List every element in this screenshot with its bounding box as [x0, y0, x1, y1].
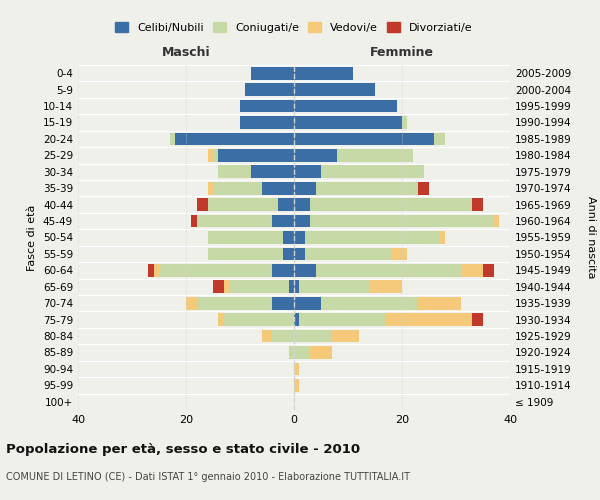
Bar — [472, 198, 483, 211]
Bar — [272, 214, 294, 228]
Bar — [472, 313, 483, 326]
Bar — [278, 198, 294, 211]
Bar — [213, 182, 262, 194]
Bar — [310, 198, 472, 211]
Bar — [316, 182, 418, 194]
Bar — [370, 280, 402, 293]
Bar — [272, 264, 294, 277]
Bar — [321, 166, 424, 178]
Bar — [229, 280, 289, 293]
Bar — [186, 297, 197, 310]
Bar — [245, 83, 294, 96]
Bar — [316, 264, 461, 277]
Bar — [294, 330, 332, 342]
Bar — [310, 214, 494, 228]
Bar — [224, 280, 229, 293]
Bar — [434, 132, 445, 145]
Bar — [386, 313, 472, 326]
Text: Popolazione per età, sesso e stato civile - 2010: Popolazione per età, sesso e stato civil… — [6, 442, 360, 456]
Bar — [321, 297, 418, 310]
Bar — [294, 132, 434, 145]
Bar — [224, 313, 294, 326]
Bar — [218, 166, 251, 178]
Bar — [208, 248, 283, 260]
Bar — [494, 214, 499, 228]
Bar — [294, 83, 375, 96]
Bar — [305, 231, 440, 244]
Bar — [159, 264, 272, 277]
Bar — [294, 379, 299, 392]
Bar — [299, 313, 386, 326]
Bar — [294, 231, 305, 244]
Bar — [272, 330, 294, 342]
Bar — [289, 346, 294, 359]
Bar — [218, 313, 224, 326]
Bar — [213, 149, 218, 162]
Text: COMUNE DI LETINO (CE) - Dati ISTAT 1° gennaio 2010 - Elaborazione TUTTITALIA.IT: COMUNE DI LETINO (CE) - Dati ISTAT 1° ge… — [6, 472, 410, 482]
Bar — [294, 182, 316, 194]
Text: Maschi: Maschi — [161, 46, 211, 59]
Bar — [218, 149, 294, 162]
Bar — [332, 330, 359, 342]
Bar — [294, 346, 310, 359]
Bar — [418, 297, 461, 310]
Bar — [208, 198, 278, 211]
Bar — [154, 264, 159, 277]
Bar — [391, 248, 407, 260]
Bar — [262, 182, 294, 194]
Bar — [294, 264, 316, 277]
Bar — [294, 280, 299, 293]
Bar — [402, 116, 407, 129]
Bar — [208, 231, 283, 244]
Y-axis label: Anni di nascita: Anni di nascita — [586, 196, 595, 279]
Bar — [251, 67, 294, 80]
Bar — [294, 362, 299, 376]
Bar — [440, 231, 445, 244]
Bar — [197, 214, 272, 228]
Bar — [294, 67, 353, 80]
Bar — [283, 248, 294, 260]
Bar — [175, 132, 294, 145]
Bar — [294, 214, 310, 228]
Bar — [483, 264, 494, 277]
Bar — [294, 313, 299, 326]
Bar — [251, 166, 294, 178]
Bar — [294, 116, 402, 129]
Y-axis label: Fasce di età: Fasce di età — [28, 204, 37, 270]
Bar — [294, 166, 321, 178]
Bar — [289, 280, 294, 293]
Bar — [262, 330, 272, 342]
Bar — [299, 280, 370, 293]
Bar — [310, 346, 332, 359]
Bar — [208, 182, 213, 194]
Bar — [294, 149, 337, 162]
Bar — [283, 231, 294, 244]
Bar — [305, 248, 391, 260]
Bar — [148, 264, 154, 277]
Text: Femmine: Femmine — [370, 46, 434, 59]
Bar — [170, 132, 175, 145]
Bar — [294, 297, 321, 310]
Bar — [294, 248, 305, 260]
Bar — [418, 182, 429, 194]
Bar — [294, 100, 397, 112]
Bar — [272, 297, 294, 310]
Legend: Celibi/Nubili, Coniugati/e, Vedovi/e, Divorziati/e: Celibi/Nubili, Coniugati/e, Vedovi/e, Di… — [115, 22, 473, 33]
Bar — [213, 280, 224, 293]
Bar — [240, 100, 294, 112]
Bar — [240, 116, 294, 129]
Bar — [191, 214, 197, 228]
Bar — [208, 149, 213, 162]
Bar — [337, 149, 413, 162]
Bar — [461, 264, 483, 277]
Bar — [197, 198, 208, 211]
Bar — [197, 297, 272, 310]
Bar — [294, 198, 310, 211]
